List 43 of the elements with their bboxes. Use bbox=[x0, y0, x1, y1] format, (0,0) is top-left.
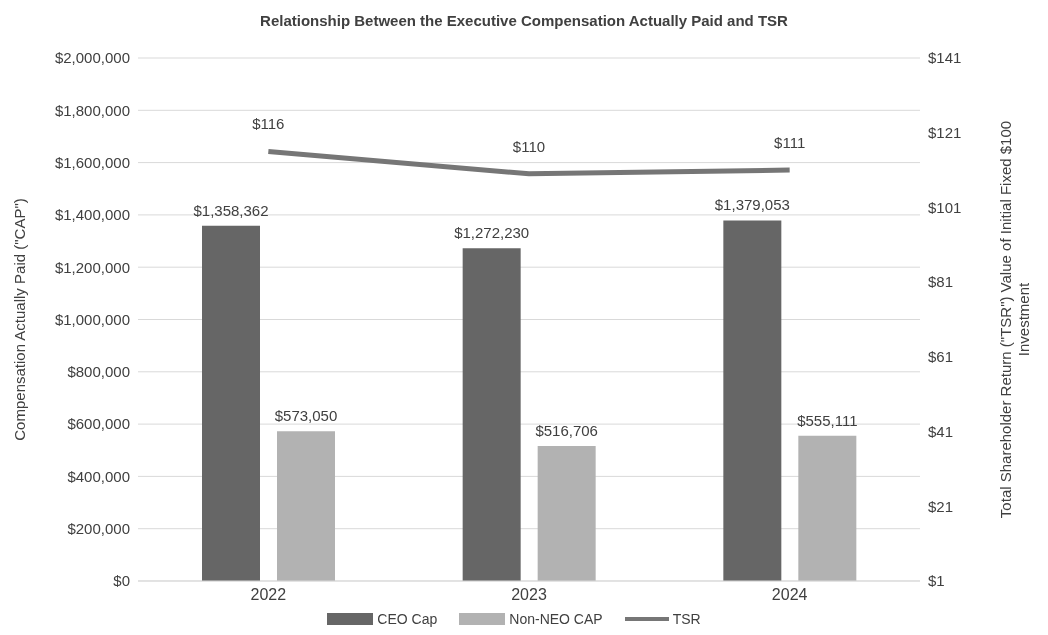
data-label: $116 bbox=[252, 115, 285, 133]
bar bbox=[798, 435, 857, 581]
legend-label: TSR bbox=[672, 611, 701, 627]
y2-tick-label: $41 bbox=[928, 422, 954, 440]
bar bbox=[462, 248, 521, 581]
y-tick-label: $0 bbox=[113, 572, 130, 590]
y-tick-label: $1,000,000 bbox=[54, 310, 130, 328]
y2-tick-label: $101 bbox=[928, 198, 962, 216]
y-tick-label: $800,000 bbox=[67, 363, 130, 381]
y-tick-label: $2,000,000 bbox=[54, 49, 130, 67]
y2-tick-label: $1 bbox=[928, 572, 945, 590]
bar bbox=[202, 225, 260, 581]
y2-tick-label: $21 bbox=[928, 497, 954, 515]
x-tick-label: 2022 bbox=[250, 586, 287, 604]
y-tick-label: $600,000 bbox=[67, 415, 130, 433]
y-tick-label: $1,200,000 bbox=[54, 258, 130, 276]
legend-label: CEO Cap bbox=[377, 611, 438, 627]
legend-label: Non-NEO CAP bbox=[509, 611, 603, 627]
y-tick-label: $400,000 bbox=[67, 467, 130, 485]
bar bbox=[277, 431, 335, 581]
data-label: $1,272,230 bbox=[454, 224, 530, 242]
data-label: $1,358,362 bbox=[193, 201, 269, 219]
data-label: $111 bbox=[774, 134, 806, 152]
data-label: $516,706 bbox=[535, 421, 598, 439]
y2-tick-label: $61 bbox=[928, 348, 954, 366]
x-tick-label: 2024 bbox=[771, 586, 808, 604]
x-tick-label: 2023 bbox=[511, 586, 547, 604]
bar bbox=[723, 220, 782, 581]
y-axis-title: Compensation Actually Paid ("CAP") bbox=[11, 198, 29, 441]
data-label: $1,379,053 bbox=[714, 196, 790, 214]
y-tick-label: $1,800,000 bbox=[54, 101, 130, 119]
y2-tick-label: $141 bbox=[928, 49, 962, 67]
data-label: $573,050 bbox=[274, 407, 338, 425]
bar bbox=[537, 445, 596, 581]
y-tick-label: $1,600,000 bbox=[54, 153, 130, 171]
y-tick-label: $1,400,000 bbox=[54, 206, 130, 224]
data-label: $110 bbox=[512, 137, 546, 155]
y2-axis-title: Total Shareholder Return ("TSR") Value of Initial Fixed $100 Investment bbox=[997, 120, 1032, 519]
chart-title: Relationship Between the Executive Compensation Actually Paid and TSR bbox=[259, 11, 789, 31]
y2-tick-label: $81 bbox=[928, 273, 954, 291]
y2-tick-label: $121 bbox=[928, 124, 962, 142]
y-tick-label: $200,000 bbox=[67, 520, 130, 538]
data-label: $555,111 bbox=[797, 411, 858, 429]
